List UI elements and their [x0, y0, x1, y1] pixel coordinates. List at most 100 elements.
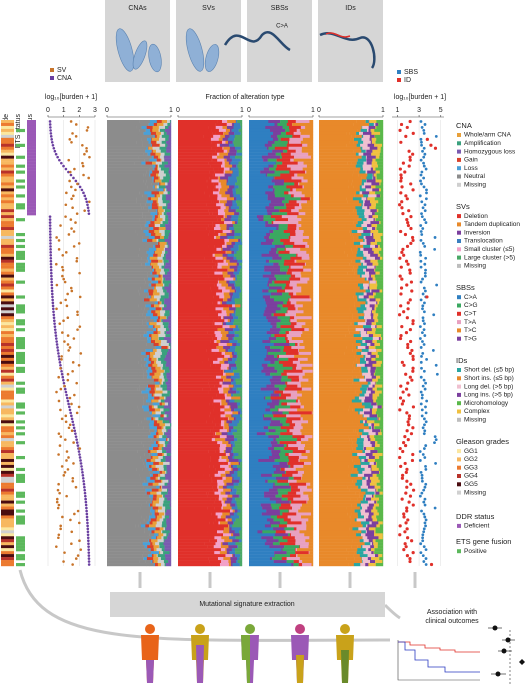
- fraction-segment: [369, 393, 373, 397]
- fraction-segment: [140, 476, 147, 480]
- fraction-segment: [107, 221, 146, 225]
- fraction-segment: [374, 274, 384, 278]
- fraction-segment: [222, 485, 228, 489]
- fraction-segment: [228, 131, 235, 136]
- fraction-segment: [263, 417, 272, 421]
- fraction-segment: [155, 345, 162, 350]
- fraction-segment: [157, 536, 162, 540]
- fraction-segment: [215, 542, 222, 546]
- fraction-segment: [142, 143, 147, 147]
- fraction-segment: [236, 387, 243, 391]
- sv-dot: [88, 155, 91, 159]
- fraction-segment: [217, 301, 221, 305]
- fraction-segment: [311, 316, 314, 320]
- fraction-segment: [230, 218, 239, 222]
- fraction-segment: [147, 340, 152, 344]
- fraction-segment: [249, 414, 263, 418]
- cna-dot: [50, 141, 54, 144]
- fraction-segment: [353, 387, 361, 391]
- fraction-segment: [238, 316, 243, 320]
- fraction-segment: [297, 343, 300, 347]
- fraction-segment: [238, 212, 240, 216]
- fraction-segment: [228, 458, 239, 463]
- fraction-segment: [163, 176, 171, 180]
- fraction-segment: [235, 497, 243, 501]
- fraction-segment: [143, 372, 148, 376]
- fraction-segment: [216, 393, 225, 397]
- gleason-cell: [1, 417, 14, 421]
- fraction-segment: [380, 221, 384, 225]
- gleason-cell: [1, 224, 14, 228]
- fraction-segment: [222, 334, 227, 338]
- fraction-segment: [380, 429, 382, 433]
- sv-dot: [61, 265, 64, 269]
- fraction-segment: [266, 384, 275, 388]
- fraction-segment: [274, 176, 275, 180]
- fraction-segment: [165, 215, 169, 219]
- gleason-cell: [1, 426, 14, 430]
- fraction-segment: [145, 262, 151, 266]
- fraction-segment: [264, 143, 273, 147]
- fraction-segment: [229, 167, 232, 171]
- fraction-segment: [249, 146, 267, 150]
- fraction-segment: [107, 390, 142, 394]
- fraction-segment: [352, 441, 357, 445]
- fraction-segment: [302, 369, 313, 373]
- fraction-segment: [222, 497, 227, 501]
- fraction-segment: [370, 438, 376, 442]
- fraction-segment: [285, 396, 298, 400]
- fraction-segment: [249, 209, 268, 213]
- fraction-segment: [279, 393, 282, 397]
- fraction-segment: [138, 289, 142, 293]
- fraction-segment: [361, 369, 369, 373]
- fraction-segment: [178, 120, 218, 124]
- ets-cell: [16, 351, 25, 356]
- fraction-segment: [319, 435, 349, 439]
- sv-dot: [71, 369, 74, 373]
- fraction-segment: [134, 161, 141, 165]
- fraction-segment: [296, 441, 302, 445]
- fraction-segment: [249, 140, 269, 144]
- sv-dot: [61, 268, 65, 272]
- ets-cell: [16, 509, 25, 513]
- fraction-segment: [289, 137, 304, 142]
- fraction-segment: [361, 176, 367, 180]
- sv-dot: [57, 399, 61, 403]
- fraction-segment: [146, 134, 152, 139]
- fraction-segment: [238, 215, 243, 219]
- fraction-segment: [225, 212, 235, 216]
- fraction-segment: [107, 206, 142, 210]
- gleason-cell: [1, 337, 14, 341]
- fraction-segment: [160, 131, 164, 136]
- fraction-segment: [210, 551, 215, 555]
- fraction-segment: [233, 224, 243, 228]
- fraction-segment: [266, 316, 278, 320]
- fraction-segment: [319, 143, 347, 147]
- fraction-segment: [148, 539, 150, 543]
- fraction-segment: [370, 426, 372, 430]
- fraction-segment: [284, 179, 302, 183]
- fraction-segment: [219, 447, 226, 451]
- fraction-segment: [166, 146, 172, 150]
- fraction-segment: [372, 405, 378, 409]
- gleason-cell: [1, 351, 14, 356]
- fraction-segment: [138, 131, 140, 136]
- fraction-segment: [369, 461, 375, 466]
- fraction-segment: [107, 411, 139, 415]
- fraction-segment: [294, 536, 310, 540]
- fraction-segment: [272, 375, 282, 379]
- fraction-segment: [319, 429, 354, 433]
- fraction-segment: [228, 331, 230, 335]
- fraction-segment: [301, 476, 302, 480]
- fraction-segment: [178, 426, 214, 430]
- fraction-segment: [361, 274, 370, 278]
- fraction-segment: [152, 200, 157, 204]
- cna-dot: [49, 233, 52, 236]
- fraction-segment: [312, 411, 314, 415]
- fraction-segment: [221, 402, 228, 406]
- fraction-segment: [374, 319, 379, 323]
- fraction-segment: [374, 295, 384, 299]
- fraction-segment: [146, 500, 147, 504]
- fraction-segment: [142, 322, 147, 326]
- fraction-segment: [380, 417, 384, 421]
